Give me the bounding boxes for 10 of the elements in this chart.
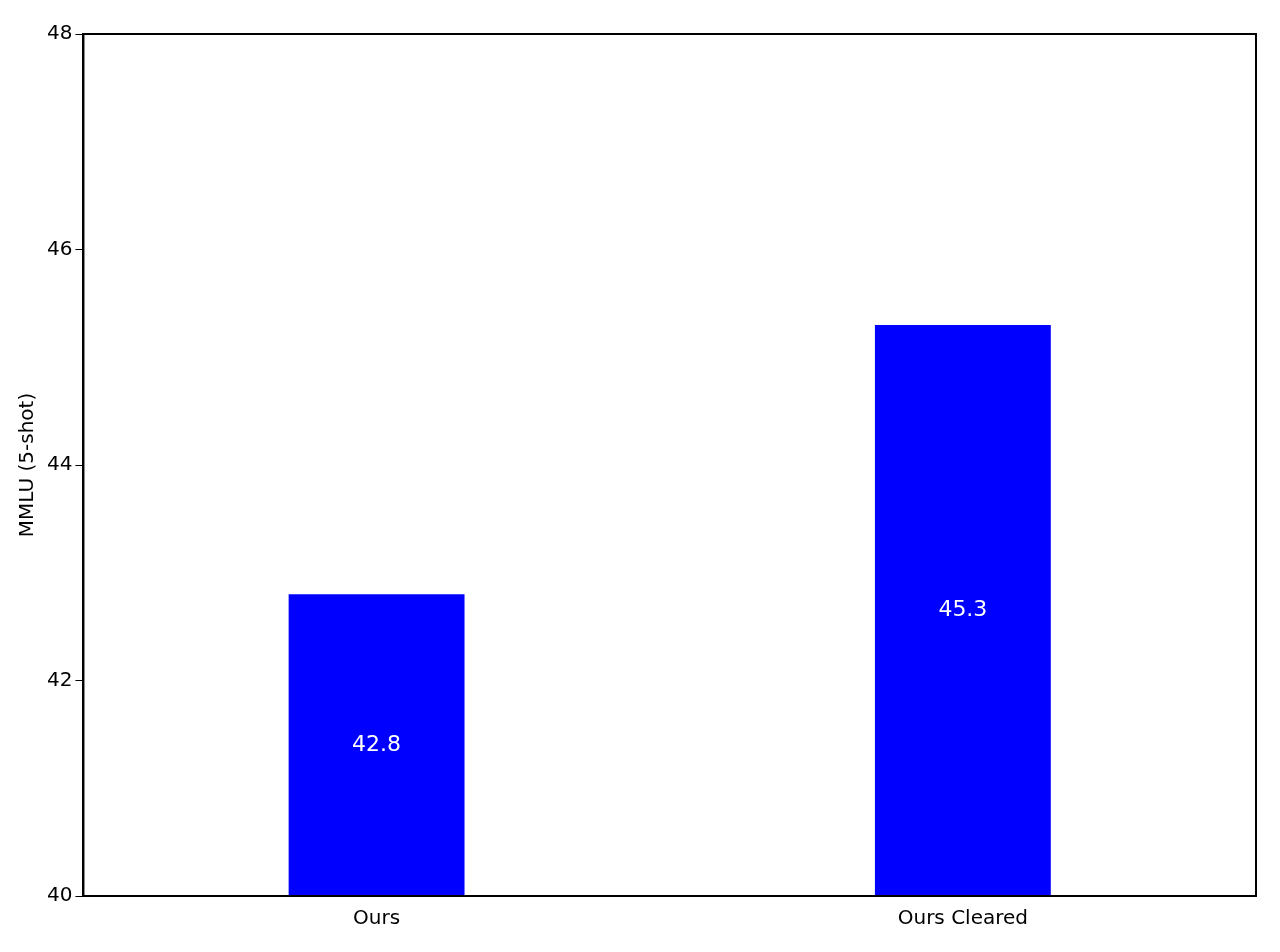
data-label: 45.3 xyxy=(938,596,988,622)
x-tick-label: Ours xyxy=(353,905,401,930)
y-axis-title: MMLU (5-shot) xyxy=(14,392,39,538)
x-tick-label: Ours Cleared xyxy=(897,905,1029,930)
y-tick-label: 40 xyxy=(47,882,73,907)
y-tick-label: 46 xyxy=(47,235,73,260)
y-tick-label: 44 xyxy=(47,451,73,476)
y-tick-label: 42 xyxy=(47,666,73,691)
y-tick-label: 48 xyxy=(47,20,73,45)
data-label: 42.8 xyxy=(352,730,402,756)
